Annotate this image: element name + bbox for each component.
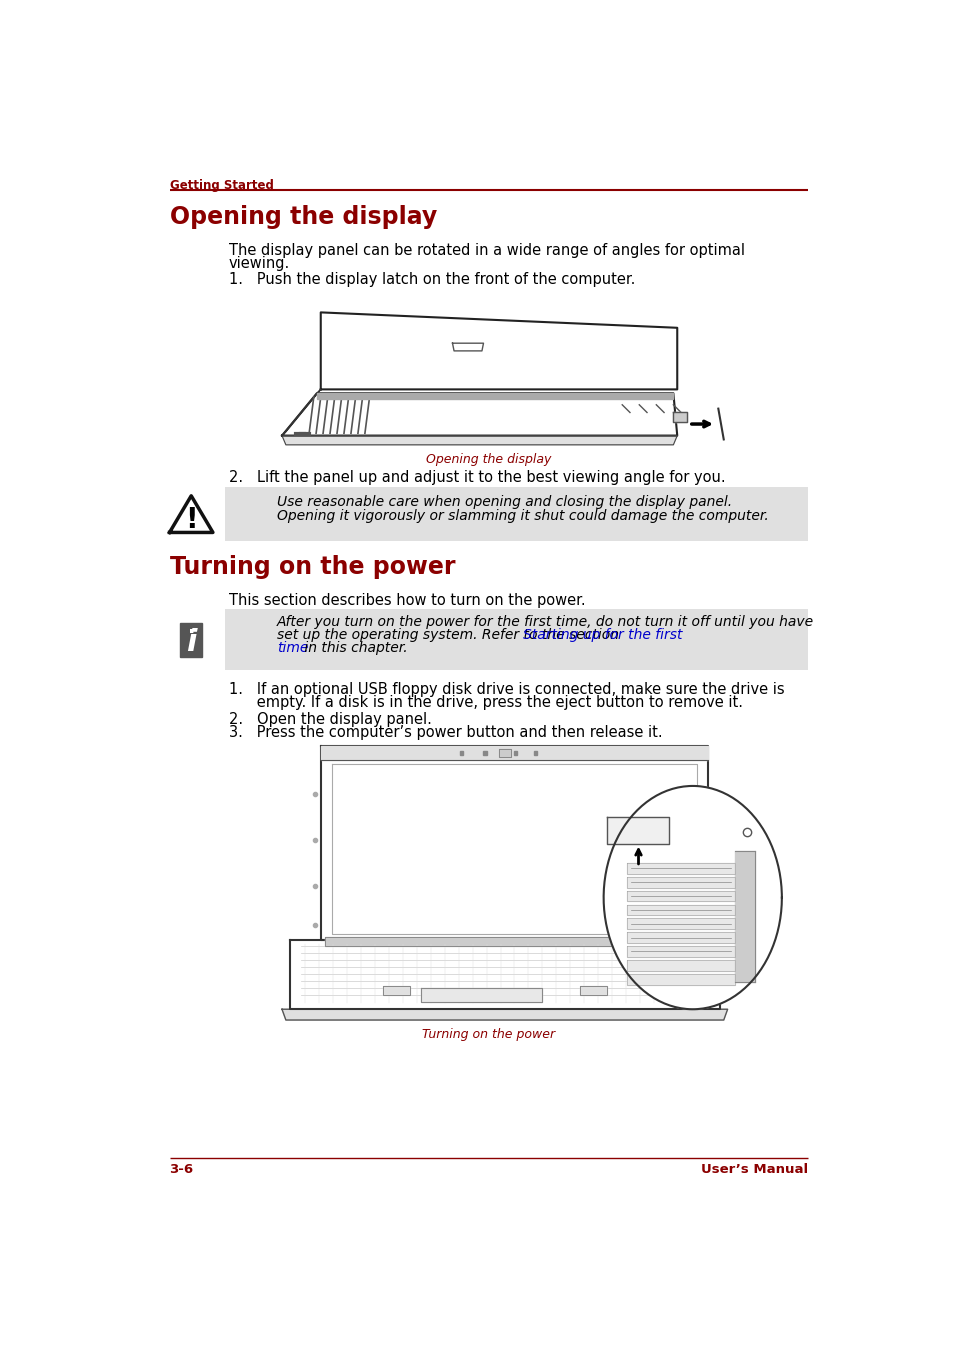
Polygon shape (626, 933, 735, 942)
Polygon shape (626, 918, 735, 929)
Text: Turning on the power: Turning on the power (422, 1029, 555, 1041)
Bar (225, 608, 807, 671)
Text: 2.   Lift the panel up and adjust it to the best viewing angle for you.: 2. Lift the panel up and adjust it to th… (229, 470, 724, 485)
Text: viewing.: viewing. (229, 256, 290, 272)
Polygon shape (498, 749, 510, 757)
Polygon shape (382, 986, 410, 995)
Text: 3-6: 3-6 (170, 1163, 193, 1176)
Bar (225, 487, 807, 541)
Polygon shape (626, 904, 735, 915)
Polygon shape (626, 946, 735, 957)
Text: in this chapter.: in this chapter. (299, 641, 407, 656)
Polygon shape (483, 750, 486, 756)
Polygon shape (534, 750, 537, 756)
Polygon shape (579, 986, 607, 995)
Polygon shape (282, 393, 677, 435)
Text: time: time (276, 641, 308, 656)
Polygon shape (320, 312, 677, 389)
Polygon shape (626, 960, 735, 971)
Text: 1.   If an optional USB floppy disk drive is connected, make sure the drive is: 1. If an optional USB floppy disk drive … (229, 681, 783, 698)
Text: User’s Manual: User’s Manual (700, 1163, 807, 1176)
Polygon shape (316, 393, 673, 399)
Text: Getting Started: Getting Started (170, 180, 274, 192)
Text: Starting up for the first: Starting up for the first (522, 629, 682, 642)
Polygon shape (290, 940, 720, 1009)
Polygon shape (282, 435, 677, 445)
Polygon shape (332, 764, 696, 934)
Polygon shape (459, 750, 462, 756)
Polygon shape (626, 891, 735, 902)
Text: !: ! (185, 506, 197, 534)
Polygon shape (603, 786, 781, 1009)
Polygon shape (320, 746, 707, 760)
Text: 2.   Open the display panel.: 2. Open the display panel. (229, 713, 431, 727)
Polygon shape (421, 988, 541, 1002)
Text: set up the operating system. Refer to the section: set up the operating system. Refer to th… (276, 629, 622, 642)
Text: empty. If a disk is in the drive, press the eject button to remove it.: empty. If a disk is in the drive, press … (229, 695, 741, 710)
Polygon shape (180, 623, 202, 657)
Text: This section describes how to turn on the power.: This section describes how to turn on th… (229, 594, 585, 608)
Polygon shape (626, 973, 735, 984)
Polygon shape (324, 937, 703, 946)
Text: .: . (188, 618, 194, 637)
Polygon shape (282, 1009, 727, 1019)
Polygon shape (514, 750, 517, 756)
Text: i: i (186, 629, 196, 657)
Polygon shape (626, 863, 735, 873)
Text: Opening the display: Opening the display (170, 204, 436, 228)
Polygon shape (626, 877, 735, 887)
Text: Opening it vigorously or slamming it shut could damage the computer.: Opening it vigorously or slamming it shu… (276, 508, 768, 523)
Text: After you turn on the power for the first time, do not turn it off until you hav: After you turn on the power for the firs… (276, 615, 813, 629)
Text: 1.   Push the display latch on the front of the computer.: 1. Push the display latch on the front o… (229, 272, 635, 288)
Text: Opening the display: Opening the display (426, 453, 551, 466)
Polygon shape (607, 817, 669, 844)
Polygon shape (673, 412, 686, 422)
Text: 3.   Press the computer’s power button and then release it.: 3. Press the computer’s power button and… (229, 725, 661, 740)
Polygon shape (452, 343, 483, 352)
Text: Use reasonable care when opening and closing the display panel.: Use reasonable care when opening and clo… (276, 495, 731, 508)
Polygon shape (282, 389, 320, 435)
Polygon shape (735, 852, 754, 983)
Text: The display panel can be rotated in a wide range of angles for optimal: The display panel can be rotated in a wi… (229, 243, 744, 258)
Text: Turning on the power: Turning on the power (170, 554, 455, 579)
Polygon shape (170, 496, 213, 533)
Polygon shape (320, 746, 707, 940)
